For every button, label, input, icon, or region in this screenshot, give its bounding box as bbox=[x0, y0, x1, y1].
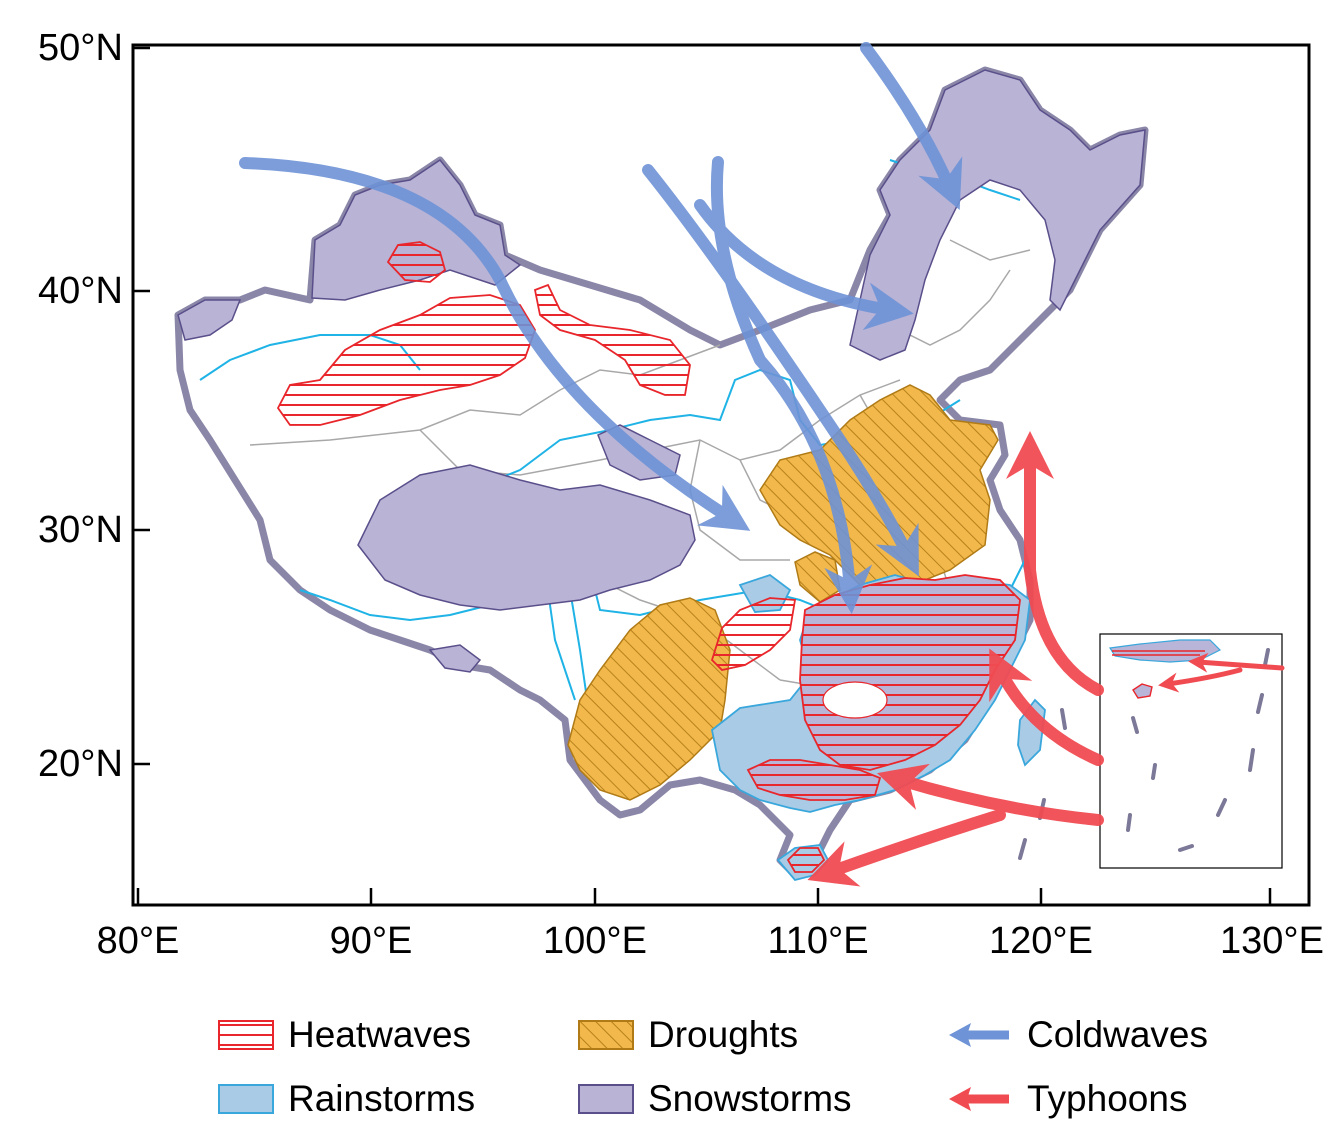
legend-label-coldwaves: Coldwaves bbox=[1027, 1014, 1208, 1055]
lat-label-20: 20°N bbox=[38, 743, 123, 785]
snowstorm-west bbox=[177, 299, 242, 341]
coldwave-arrows bbox=[239, 42, 963, 614]
drought-north-china bbox=[759, 384, 999, 596]
lon-ticks bbox=[136, 888, 1272, 905]
lon-label-100: 100°E bbox=[543, 920, 647, 962]
heatwave-gap bbox=[822, 681, 888, 719]
typhoon-arrows bbox=[807, 431, 1104, 887]
coldwave-arrow-northeast bbox=[860, 42, 963, 210]
legend-item-typhoons: Typhoons bbox=[945, 1077, 1187, 1121]
heatwave-tarim bbox=[276, 294, 536, 426]
typhoon-arrow-east-china bbox=[989, 648, 1104, 766]
snowstorm-tibet bbox=[357, 464, 696, 611]
legend-item-droughts: Droughts bbox=[578, 1013, 798, 1057]
typhoon-inset-arrow-2 bbox=[1158, 667, 1243, 693]
drought-regions bbox=[567, 384, 999, 801]
blue-arrow-icon bbox=[949, 1023, 1009, 1047]
map-frame bbox=[131, 43, 1311, 907]
typhoon-arrows-inset bbox=[1158, 652, 1285, 693]
coldwave-arrow-central bbox=[710, 156, 873, 614]
lon-label-120: 120°E bbox=[989, 920, 1093, 962]
legend-label-typhoons: Typhoons bbox=[1027, 1078, 1188, 1119]
legend-label-rainstorms: Rainstorms bbox=[288, 1078, 476, 1119]
legend-label-snowstorms: Snowstorms bbox=[648, 1078, 852, 1119]
legend-item-coldwaves: Coldwaves bbox=[945, 1013, 1208, 1057]
lat-ticks bbox=[133, 46, 150, 766]
typhoon-arrow-guangdong bbox=[877, 763, 1104, 826]
heatwave-swatch-icon bbox=[218, 1020, 274, 1050]
red-arrow-icon bbox=[949, 1087, 1009, 1111]
lon-label-80: 80°E bbox=[96, 920, 180, 962]
heatwave-hexi bbox=[533, 283, 691, 396]
legend-item-heatwaves: Heatwaves bbox=[218, 1013, 471, 1057]
heatwave-regions bbox=[276, 241, 1021, 873]
typhoon-inset-arrow-1 bbox=[1188, 652, 1285, 673]
lat-label-50: 50°N bbox=[38, 27, 123, 69]
legend-item-snowstorms: Snowstorms bbox=[578, 1077, 852, 1121]
legend-label-heatwaves: Heatwaves bbox=[288, 1014, 472, 1055]
typhoon-arrow-north bbox=[1006, 431, 1104, 696]
drought-swatch-icon bbox=[578, 1020, 634, 1050]
lon-label-110: 110°E bbox=[767, 920, 869, 962]
rainstorm-swatch-icon bbox=[218, 1084, 274, 1114]
lat-label-40: 40°N bbox=[38, 270, 123, 312]
heatwave-chongqing bbox=[710, 597, 797, 671]
snowstorm-swatch-icon bbox=[578, 1084, 634, 1114]
heatwave-junggar bbox=[386, 241, 447, 283]
drought-southwest bbox=[567, 597, 731, 801]
typhoon-arrow-hainan bbox=[807, 809, 1006, 887]
lon-label-130: 130°E bbox=[1220, 920, 1324, 962]
inset-hainan bbox=[1132, 683, 1153, 699]
south-china-sea-inset bbox=[1099, 633, 1283, 869]
coldwave-arrow-north-central bbox=[642, 164, 919, 577]
heatwave-south bbox=[799, 574, 1021, 771]
coldwave-arrow-west bbox=[239, 157, 751, 531]
legend-item-rainstorms: Rainstorms bbox=[218, 1077, 475, 1121]
lat-label-30: 30°N bbox=[38, 509, 123, 551]
legend-label-droughts: Droughts bbox=[648, 1014, 799, 1055]
snowstorm-south-tibet bbox=[428, 644, 482, 673]
lon-label-90: 90°E bbox=[329, 920, 413, 962]
snowstorm-xinjiang bbox=[311, 158, 522, 301]
